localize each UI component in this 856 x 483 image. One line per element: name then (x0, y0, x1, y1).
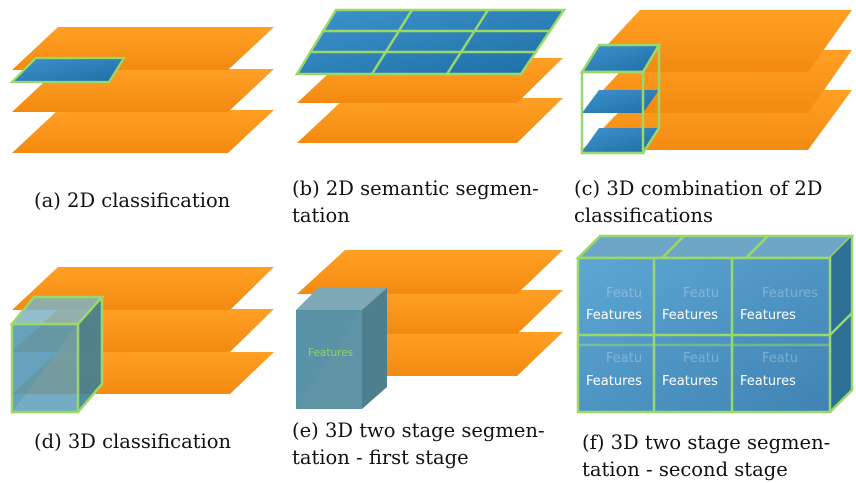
panel-f-cell-label: Features (662, 374, 718, 389)
panel-f-cell-label: Features (586, 308, 642, 323)
panel-c-slice-middle (582, 90, 659, 113)
caption-b-line2: tation (292, 204, 350, 227)
panel-c-wire-cube (579, 43, 662, 155)
panel-e-feature-box (296, 288, 387, 409)
panel-c-diagram (579, 10, 852, 155)
panel-f-top-face (578, 236, 852, 258)
caption-e-line2: tation - first stage (292, 446, 469, 469)
caption-e-line1: (e) 3D two stage segmen- (292, 419, 545, 442)
caption-c-line2: classifications (574, 204, 713, 227)
panel-e-diagram: Features (296, 250, 563, 409)
panel-f-cell-label: Features (740, 374, 796, 389)
panel-a-blue-patch (9, 56, 126, 84)
panel-c-slice-top (582, 45, 659, 72)
panel-f-ghost-label: Featu (683, 351, 719, 366)
caption-d: (d) 3D classification (34, 430, 232, 453)
caption-a: (a) 2D classification (34, 189, 231, 212)
panel-b-plane-bottom (297, 98, 563, 143)
panel-e-plane-top (297, 250, 563, 294)
panel-c-slice-bottom (582, 128, 659, 152)
panel-f-diagram: Featu Featu Features Featu Featu Featu F… (574, 234, 856, 414)
panel-b-diagram (294, 8, 567, 143)
panel-d-cube (9, 295, 105, 414)
panel-f-cell-label: Features (662, 308, 718, 323)
caption-f-line1: (f) 3D two stage segmen- (582, 431, 831, 454)
panel-f-ghost-label: Featu (606, 351, 642, 366)
panel-f-ghost-label: Featu (762, 351, 798, 366)
panel-f-ghost-label: Features (762, 286, 818, 301)
panel-b-grid-line (445, 9, 490, 75)
panel-f-ghost-label: Featu (606, 286, 642, 301)
panel-a-diagram (9, 27, 274, 153)
panel-e-box-label: Features (308, 347, 353, 359)
panel-b-grid (294, 8, 567, 76)
caption-b-line1: (b) 2D semantic segmen- (292, 177, 539, 200)
panel-f-ghost-label: Featu (683, 286, 719, 301)
panel-a-plane-bottom (12, 110, 274, 153)
panel-f-cell-label: Features (586, 374, 642, 389)
panel-f-cell-label: Features (740, 308, 796, 323)
caption-c-line1: (c) 3D combination of 2D (574, 177, 823, 200)
caption-f-line2: tation - second stage (582, 458, 788, 481)
panel-b-grid-line (370, 9, 414, 75)
panel-d-diagram (9, 267, 274, 414)
